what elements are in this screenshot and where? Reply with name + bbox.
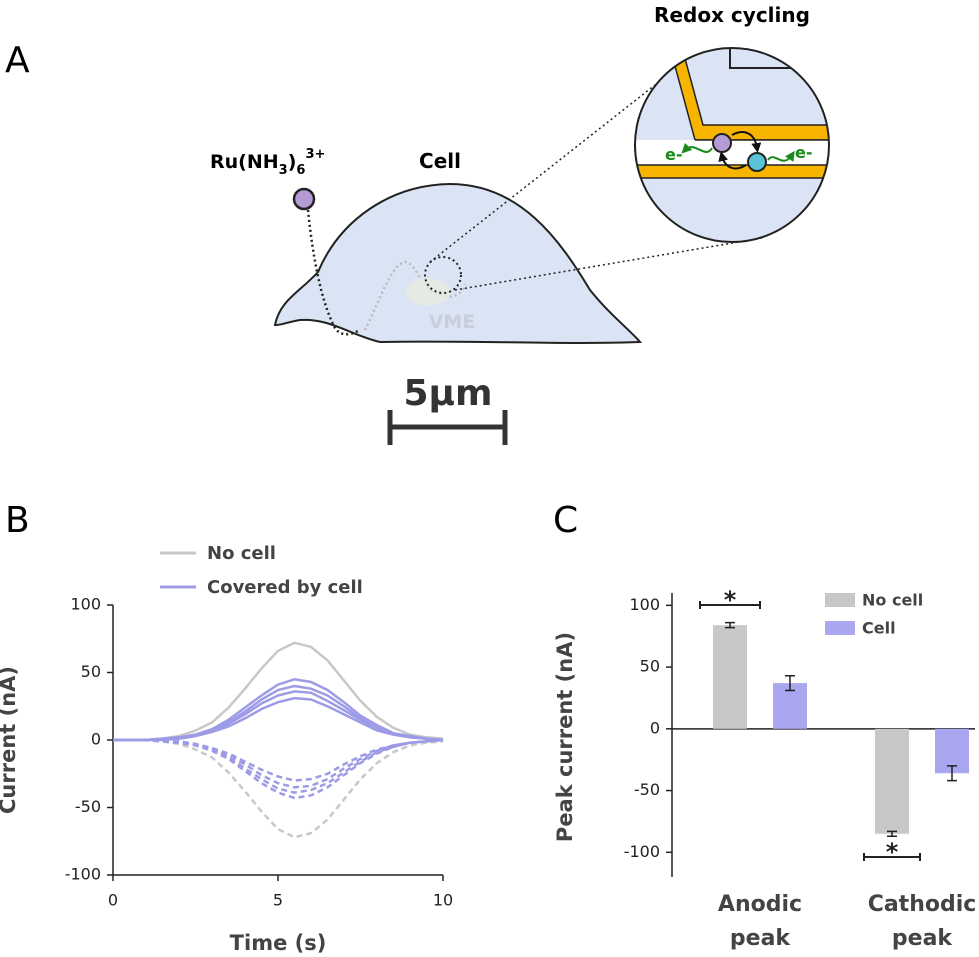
y-axis-label: Current (nA) [0,666,20,814]
arrow [731,131,762,153]
x-axis-label: Time (s) [230,931,327,955]
reduced [747,152,767,172]
y-tick-label: 100 [70,595,101,614]
cell-label: Cell [419,149,461,173]
scale-label: 5μm [403,373,492,414]
electron-arrow [681,142,713,154]
line-series [113,738,444,839]
electron-arrow [767,150,795,162]
error-bar [725,621,735,629]
y-tick-label: 50 [640,657,660,676]
legend-swatch [825,593,855,607]
vme-label: VME [429,311,476,333]
y-tick-label: 0 [650,718,660,737]
zoom-title: Redox cycling [654,3,810,27]
ru-sub: 3 [279,163,288,178]
ru-label: Ru(NH3)63+ [210,147,325,178]
x-tick-label: 10 [433,891,453,910]
y-tick-label: 0 [91,730,101,749]
legend-label: No cell [207,543,276,564]
electron-label: e- [795,143,813,162]
y-tick-label: 50 [81,662,101,681]
y-axis-label: Peak current (nA) [553,632,577,842]
x-tick-label: Cathodic peak [867,892,977,951]
vme-tip [406,278,450,306]
ru-sub: 6 [296,163,305,178]
y-tick-label: -50 [634,780,660,799]
line-series [113,738,444,794]
line-series [113,678,444,742]
error-bar [947,765,957,782]
significance-bracket [699,601,761,609]
legend-label: No cell [862,591,923,610]
oxidized [712,133,732,153]
legend-swatch [825,621,855,635]
legend-label: Covered by cell [207,577,363,598]
y-tick-label: 100 [629,595,660,614]
ru-molecule [292,187,316,211]
panel-label: C [553,500,578,541]
line-series [113,738,444,800]
zoom-line [454,237,763,291]
significance-label: * [886,838,899,866]
panel-label: A [5,40,30,81]
x-tick-label: 0 [108,891,118,910]
significance-label: * [724,586,737,614]
bar [875,728,909,834]
panel-label: B [5,500,30,541]
bar [713,625,747,729]
zoom-circle [634,47,830,243]
vme-path [363,260,468,331]
error-bar [785,674,795,692]
x-tick-label: 5 [273,891,283,910]
arrow [718,151,747,170]
ru-part: Ru(NH [210,151,279,173]
y-tick-label: -50 [75,797,101,816]
significance-bracket [863,853,921,861]
trajectory [306,209,361,336]
y-tick-label: -100 [65,865,101,884]
y-tick-label: -100 [624,842,660,861]
line-series [113,684,444,742]
scale-bar [387,410,508,445]
electron-label: e- [665,145,683,164]
ru-sup: 3+ [305,147,325,162]
legend-label: Cell [862,619,896,638]
x-tick-label: Anodic peak [717,892,803,951]
line-series [113,696,444,742]
ru-part: ) [288,151,297,173]
zoom-spot [424,256,462,294]
error-bar [887,830,897,838]
